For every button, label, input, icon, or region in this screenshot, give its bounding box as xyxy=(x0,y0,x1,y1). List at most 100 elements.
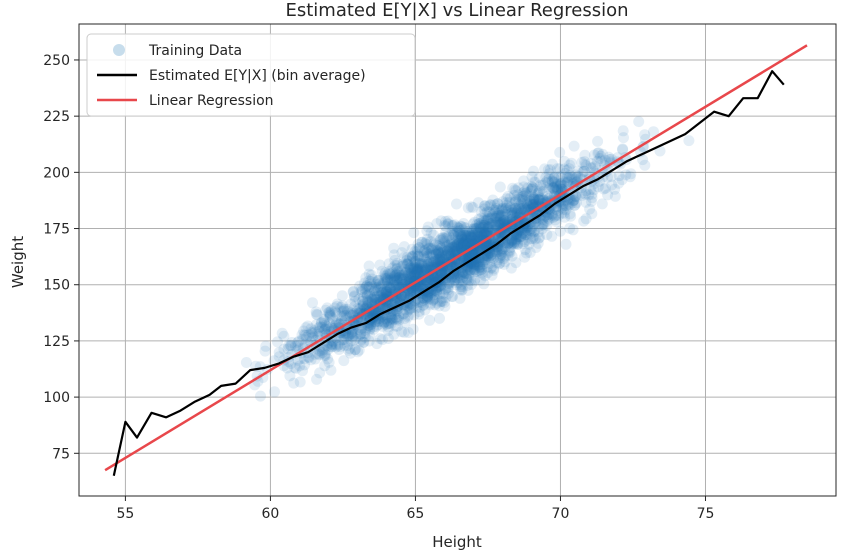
scatter-point xyxy=(469,259,481,271)
scatter-point xyxy=(316,321,328,333)
scatter-point xyxy=(547,182,559,194)
scatter-point xyxy=(369,294,381,306)
scatter-point xyxy=(341,336,353,348)
scatter-point xyxy=(361,290,373,302)
scatter-point xyxy=(464,257,476,269)
scatter-point xyxy=(402,258,414,270)
scatter-point xyxy=(433,300,445,312)
scatter-point xyxy=(446,228,458,240)
scatter-point xyxy=(320,319,332,331)
scatter-point xyxy=(410,288,422,299)
scatter-point xyxy=(392,312,404,324)
scatter-point xyxy=(530,194,542,206)
scatter-point xyxy=(425,297,437,309)
scatter-point xyxy=(454,292,466,304)
scatter-point xyxy=(580,188,591,200)
scatter-point xyxy=(416,259,427,271)
scatter-point xyxy=(493,210,505,222)
scatter-point xyxy=(479,200,491,212)
scatter-point xyxy=(452,234,464,246)
scatter-point xyxy=(466,235,478,247)
scatter-point xyxy=(449,246,461,258)
scatter-point xyxy=(288,377,300,389)
scatter-point xyxy=(467,239,479,251)
scatter-point xyxy=(352,346,364,358)
scatter-point xyxy=(391,259,403,271)
scatter-point xyxy=(516,203,527,215)
scatter-point xyxy=(388,313,400,325)
scatter-point xyxy=(546,208,558,220)
scatter-point xyxy=(434,288,446,300)
scatter-point xyxy=(477,221,489,233)
scatter-point xyxy=(434,272,446,284)
scatter-point xyxy=(624,171,636,183)
scatter-point xyxy=(586,192,598,204)
scatter-point xyxy=(516,228,528,239)
scatter-point xyxy=(412,261,423,273)
scatter-point xyxy=(517,233,529,245)
scatter-point xyxy=(377,320,388,332)
scatter-point xyxy=(476,264,488,275)
scatter-point xyxy=(391,320,403,332)
scatter-point xyxy=(496,244,507,256)
scatter-point xyxy=(469,249,481,261)
scatter-point xyxy=(572,165,584,177)
scatter-point xyxy=(506,221,518,233)
scatter-point xyxy=(448,246,460,258)
scatter-point xyxy=(465,201,477,213)
scatter-point xyxy=(406,267,418,278)
scatter-point xyxy=(383,317,395,329)
scatter-point xyxy=(441,239,453,251)
scatter-point xyxy=(594,153,606,164)
scatter-point xyxy=(387,279,399,291)
scatter-point xyxy=(429,293,441,305)
scatter-point xyxy=(281,362,293,374)
scatter-point xyxy=(467,264,479,276)
scatter-point xyxy=(452,277,464,289)
scatter-point xyxy=(471,259,482,271)
scatter-point xyxy=(406,251,418,263)
scatter-point xyxy=(564,222,576,234)
scatter-point xyxy=(417,299,429,311)
scatter-point xyxy=(510,185,522,197)
scatter-point xyxy=(551,216,563,228)
scatter-point xyxy=(483,206,495,218)
scatter-point xyxy=(526,198,538,210)
scatter-point xyxy=(475,274,487,286)
scatter-point xyxy=(407,251,418,263)
scatter-point xyxy=(532,194,544,206)
scatter-point xyxy=(538,218,550,230)
scatter-point xyxy=(562,176,574,188)
scatter-point xyxy=(432,247,444,259)
scatter-point xyxy=(527,193,539,205)
scatter-point xyxy=(513,202,525,214)
scatter-point xyxy=(469,216,481,228)
scatter-point xyxy=(451,221,463,233)
scatter-point xyxy=(437,267,449,278)
scatter-point xyxy=(316,316,327,328)
scatter-point xyxy=(381,318,392,330)
scatter-point xyxy=(502,238,514,250)
scatter-point xyxy=(506,250,518,262)
scatter-point xyxy=(398,326,410,338)
scatter-point xyxy=(442,281,454,293)
scatter-point xyxy=(396,247,408,259)
scatter-point xyxy=(542,164,554,176)
scatter-point xyxy=(576,189,588,201)
scatter-point xyxy=(355,328,367,340)
scatter-point xyxy=(455,233,467,245)
scatter-point xyxy=(617,143,629,155)
scatter-point xyxy=(413,306,425,317)
scatter-point xyxy=(580,185,592,197)
scatter-point xyxy=(447,229,459,241)
scatter-point xyxy=(457,250,468,262)
scatter-point xyxy=(330,318,342,330)
scatter-point xyxy=(345,307,357,319)
scatter-point xyxy=(398,241,410,253)
scatter-point xyxy=(414,266,426,278)
scatter-point xyxy=(456,281,468,293)
scatter-point xyxy=(566,171,578,183)
scatter-point xyxy=(375,289,387,301)
scatter-point xyxy=(525,204,537,216)
scatter-point xyxy=(585,184,596,195)
